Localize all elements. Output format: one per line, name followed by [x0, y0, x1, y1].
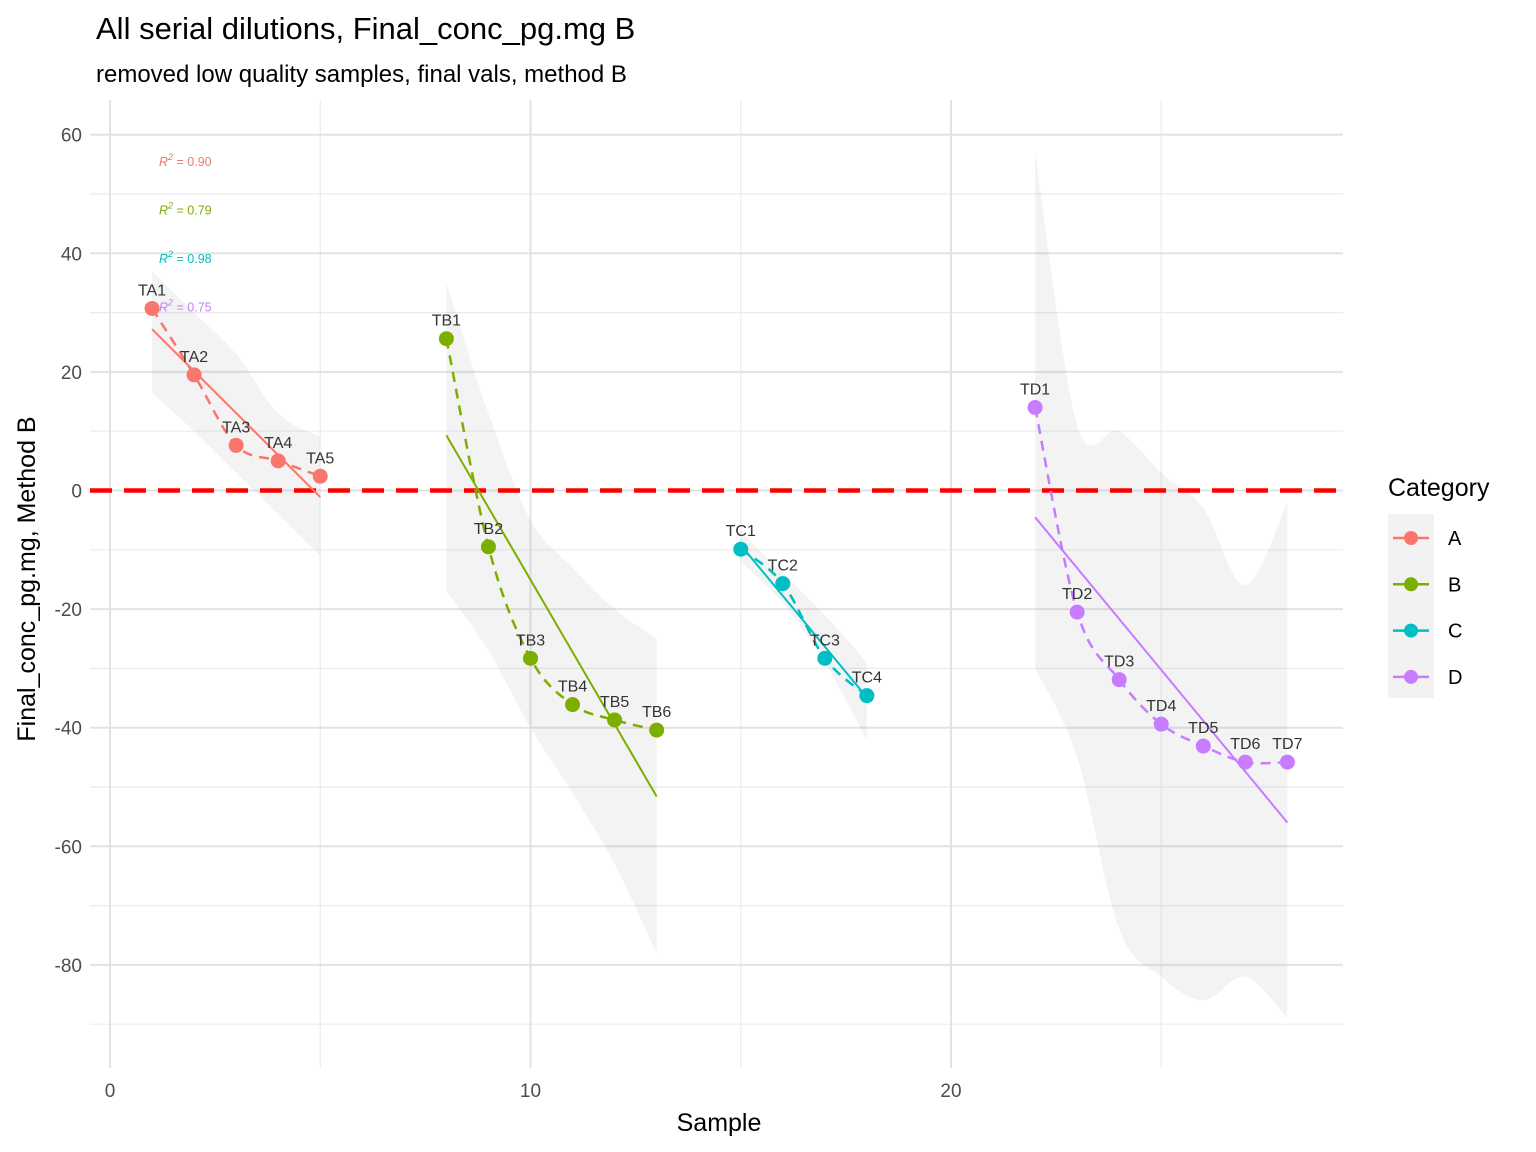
fit-line-c — [739, 544, 868, 699]
y-axis-title: Final_conc_pg.mg, Method B — [13, 416, 41, 741]
point-label-tb5: TB5 — [600, 694, 629, 711]
point-tb4 — [565, 697, 581, 713]
legend-point-a — [1404, 531, 1418, 545]
ribbon-b — [446, 282, 657, 954]
r2-c: R2 = 0.98 — [159, 249, 212, 266]
legend-label-c: C — [1448, 621, 1462, 643]
legend: Category A B C D — [1388, 474, 1490, 698]
y-tick-label: -80 — [55, 956, 82, 977]
confidence-ribbons — [152, 152, 1288, 1019]
point-tb2 — [480, 539, 496, 555]
x-tick-label: 20 — [940, 1081, 961, 1102]
point-tb5 — [607, 712, 623, 728]
series-line-d — [1033, 407, 1288, 765]
point-label-tc3: TC3 — [810, 632, 840, 649]
axis-ticks: 0 10 20 60 40 20 0 -20 -40 -60 -80 — [55, 126, 962, 1102]
point-tb6 — [649, 722, 665, 738]
point-label-td5: TD5 — [1188, 720, 1218, 737]
point-tc1 — [733, 541, 749, 557]
point-td1 — [1027, 399, 1043, 415]
point-tb3 — [523, 650, 538, 666]
chart-subtitle: removed low quality samples, final vals,… — [96, 61, 627, 88]
ribbon-d — [1035, 152, 1288, 1019]
point-label-tb3: TB3 — [516, 632, 545, 649]
point-td2 — [1069, 604, 1085, 620]
series-line-c — [739, 548, 868, 697]
point-label-td2: TD2 — [1062, 586, 1092, 603]
fit-lines — [151, 328, 1289, 824]
point-ta4 — [270, 453, 286, 469]
y-tick-label: -60 — [55, 837, 82, 858]
legend-title: Category — [1388, 474, 1490, 502]
y-tick-label: 40 — [61, 244, 82, 265]
data-points — [144, 300, 1295, 770]
point-td5 — [1195, 738, 1211, 754]
point-ta1 — [144, 300, 160, 316]
r-squared-annotations: R2 = 0.90 R2 = 0.79 R2 = 0.98 R2 = 0.75 — [159, 152, 212, 315]
fit-line-b — [445, 434, 658, 797]
point-td6 — [1237, 754, 1253, 770]
point-label-ta5: TA5 — [306, 450, 334, 467]
point-label-ta3: TA3 — [222, 419, 250, 436]
point-label-ta4: TA4 — [264, 435, 292, 452]
point-tc2 — [775, 576, 791, 592]
legend-point-c — [1404, 623, 1418, 638]
point-label-td1: TD1 — [1020, 381, 1050, 398]
point-tc4 — [859, 688, 875, 704]
x-axis-title: Sample — [677, 1109, 762, 1137]
point-label-tb4: TB4 — [558, 679, 587, 696]
r2-a: R2 = 0.90 — [159, 152, 212, 169]
point-label-td6: TD6 — [1230, 736, 1260, 753]
point-label-tc2: TC2 — [768, 558, 798, 575]
r2-b: R2 = 0.79 — [159, 201, 212, 218]
chart-title: All serial dilutions, Final_conc_pg.mg B — [96, 11, 635, 46]
point-label-tb2: TB2 — [474, 521, 503, 538]
point-label-ta2: TA2 — [180, 349, 208, 366]
point-td7 — [1279, 754, 1295, 770]
point-label-td3: TD3 — [1104, 654, 1134, 671]
x-tick-label: 10 — [520, 1081, 541, 1102]
y-tick-label: 60 — [61, 126, 82, 147]
legend-point-d — [1404, 669, 1418, 684]
point-label-tb1: TB1 — [432, 313, 461, 330]
point-tb1 — [438, 331, 454, 347]
x-tick-label: 0 — [105, 1081, 116, 1102]
point-label-tc1: TC1 — [726, 523, 756, 540]
point-labels: TA1 TA2 TA3 TA4 TA5 TB1 TB2 TB3 TB4 TB5 TB6 TC1 TC2 T… — [138, 282, 1303, 753]
fit-line-d — [1034, 516, 1289, 824]
legend-label-a: A — [1448, 528, 1462, 550]
r2-d: R2 = 0.75 — [159, 298, 212, 315]
point-td3 — [1111, 672, 1127, 688]
y-tick-label: -40 — [55, 719, 82, 740]
point-label-tb6: TB6 — [642, 704, 671, 721]
y-tick-label: -20 — [55, 600, 82, 621]
point-ta3 — [228, 437, 244, 453]
point-ta5 — [312, 468, 328, 484]
legend-label-b: B — [1448, 574, 1461, 596]
fit-line-a — [151, 328, 321, 498]
point-tc3 — [817, 650, 833, 666]
point-label-ta1: TA1 — [138, 282, 166, 299]
y-tick-label: 20 — [61, 363, 82, 384]
point-ta2 — [186, 367, 202, 383]
point-td4 — [1153, 716, 1169, 732]
point-label-td4: TD4 — [1146, 698, 1176, 715]
legend-label-d: D — [1448, 667, 1462, 689]
point-label-tc4: TC4 — [852, 670, 882, 687]
y-tick-label: 0 — [71, 482, 82, 503]
point-label-td7: TD7 — [1272, 736, 1302, 753]
legend-point-b — [1404, 577, 1418, 592]
